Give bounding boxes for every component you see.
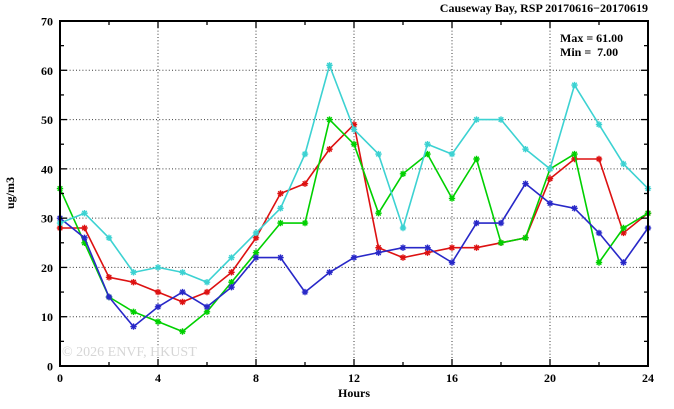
y-axis-label: ug/m3 xyxy=(3,177,17,209)
axes-frame xyxy=(59,20,649,367)
series-blue xyxy=(56,180,652,330)
y-tick-label-0: 0 xyxy=(47,360,53,374)
x-tick-label-24: 24 xyxy=(642,371,654,385)
max-annotation: Max = 61.00 xyxy=(560,31,623,45)
series-cyan xyxy=(56,62,652,286)
series-blue-markers xyxy=(56,180,652,330)
watermark: © 2026 ENVF, HKUST xyxy=(62,345,197,360)
y-tick-label-20: 20 xyxy=(41,261,53,275)
chart-title: Causeway Bay, RSP 20170616−20170619 xyxy=(440,1,648,15)
y-tick-label-70: 70 xyxy=(41,15,53,29)
tick-labels: 0 10 20 30 40 50 60 70 0 4 8 12 16 20 24 xyxy=(41,15,654,386)
x-axis-label: Hours xyxy=(338,386,370,400)
x-tick-label-20: 20 xyxy=(544,371,556,385)
y-tick-label-60: 60 xyxy=(41,64,53,78)
y-tick-label-50: 50 xyxy=(41,113,53,127)
min-annotation: Min = 7.00 xyxy=(560,45,618,59)
x-tick-label-4: 4 xyxy=(155,371,161,385)
x-tick-label-12: 12 xyxy=(348,371,360,385)
x-tick-label-0: 0 xyxy=(57,371,63,385)
y-tick-label-30: 30 xyxy=(41,212,53,226)
y-tick-label-40: 40 xyxy=(41,162,53,176)
x-tick-label-8: 8 xyxy=(253,371,259,385)
y-tick-label-10: 10 xyxy=(41,310,53,324)
x-tick-label-16: 16 xyxy=(446,371,458,385)
